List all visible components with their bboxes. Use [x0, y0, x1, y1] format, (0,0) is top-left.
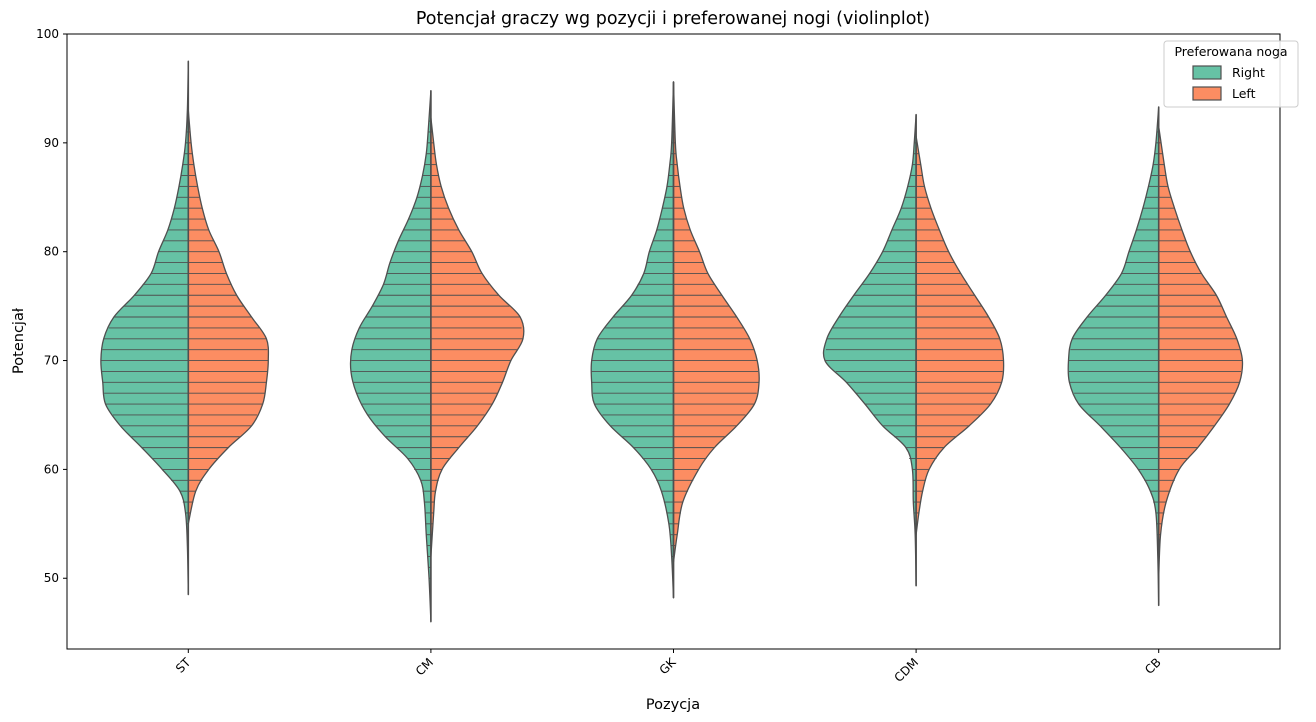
stick-lines-st-left: [188, 120, 269, 514]
y-axis-title: Potencjał: [11, 307, 27, 374]
violin-half-cm-right: [349, 89, 432, 623]
x-tick-label: CDM: [892, 655, 922, 685]
violin-cb: [1067, 106, 1244, 607]
violin-half-cdm-left: [915, 135, 1005, 536]
stick-lines-cdm-right: [824, 131, 917, 547]
legend-swatch-left: [1192, 86, 1222, 101]
violin-half-cm-left: [430, 117, 525, 558]
legend-swatch-right: [1192, 65, 1222, 80]
violin-half-gk-right: [590, 81, 675, 599]
legend-label-left: Left: [1232, 86, 1256, 101]
stick-lines-cdm-left: [916, 142, 1004, 525]
violin-half-cb-right: [1067, 106, 1160, 607]
x-tick-label: CB: [1142, 655, 1164, 677]
y-tick-label: 100: [36, 27, 59, 41]
x-axis-title: Pozycja: [646, 697, 700, 713]
x-tick-label: GK: [657, 654, 680, 677]
violin-cdm: [822, 113, 1005, 587]
chart-title: Potencjał graczy wg pozycji i preferowan…: [416, 9, 930, 29]
x-tick-label: CM: [413, 655, 436, 678]
stick-lines-cm-right: [350, 109, 431, 601]
y-tick-label: 90: [44, 136, 59, 150]
legend-title: Preferowana noga: [1174, 44, 1287, 59]
violin-st: [100, 60, 270, 596]
legend-label-right: Right: [1232, 65, 1265, 80]
stick-lines-cm-left: [430, 131, 523, 547]
violin-half-cdm-right: [822, 113, 917, 587]
y-tick-label: 80: [44, 245, 59, 259]
violin-cm: [349, 89, 525, 623]
plot-area: [100, 60, 1244, 623]
stick-lines-st-right: [100, 98, 189, 557]
y-tick-label: 50: [44, 571, 59, 585]
violin-gk: [590, 81, 760, 599]
stick-lines-gk-left: [673, 109, 760, 557]
violin-half-gk-left: [672, 81, 760, 563]
stick-lines-cb-right: [1068, 120, 1159, 568]
y-tick-label: 60: [44, 462, 59, 476]
legend: Preferowana noga Right Left: [1163, 40, 1299, 108]
violin-half-cb-left: [1158, 125, 1244, 579]
stick-lines-gk-right: [591, 109, 674, 579]
x-tick-label: ST: [173, 655, 194, 676]
y-tick-label: 70: [44, 354, 59, 368]
